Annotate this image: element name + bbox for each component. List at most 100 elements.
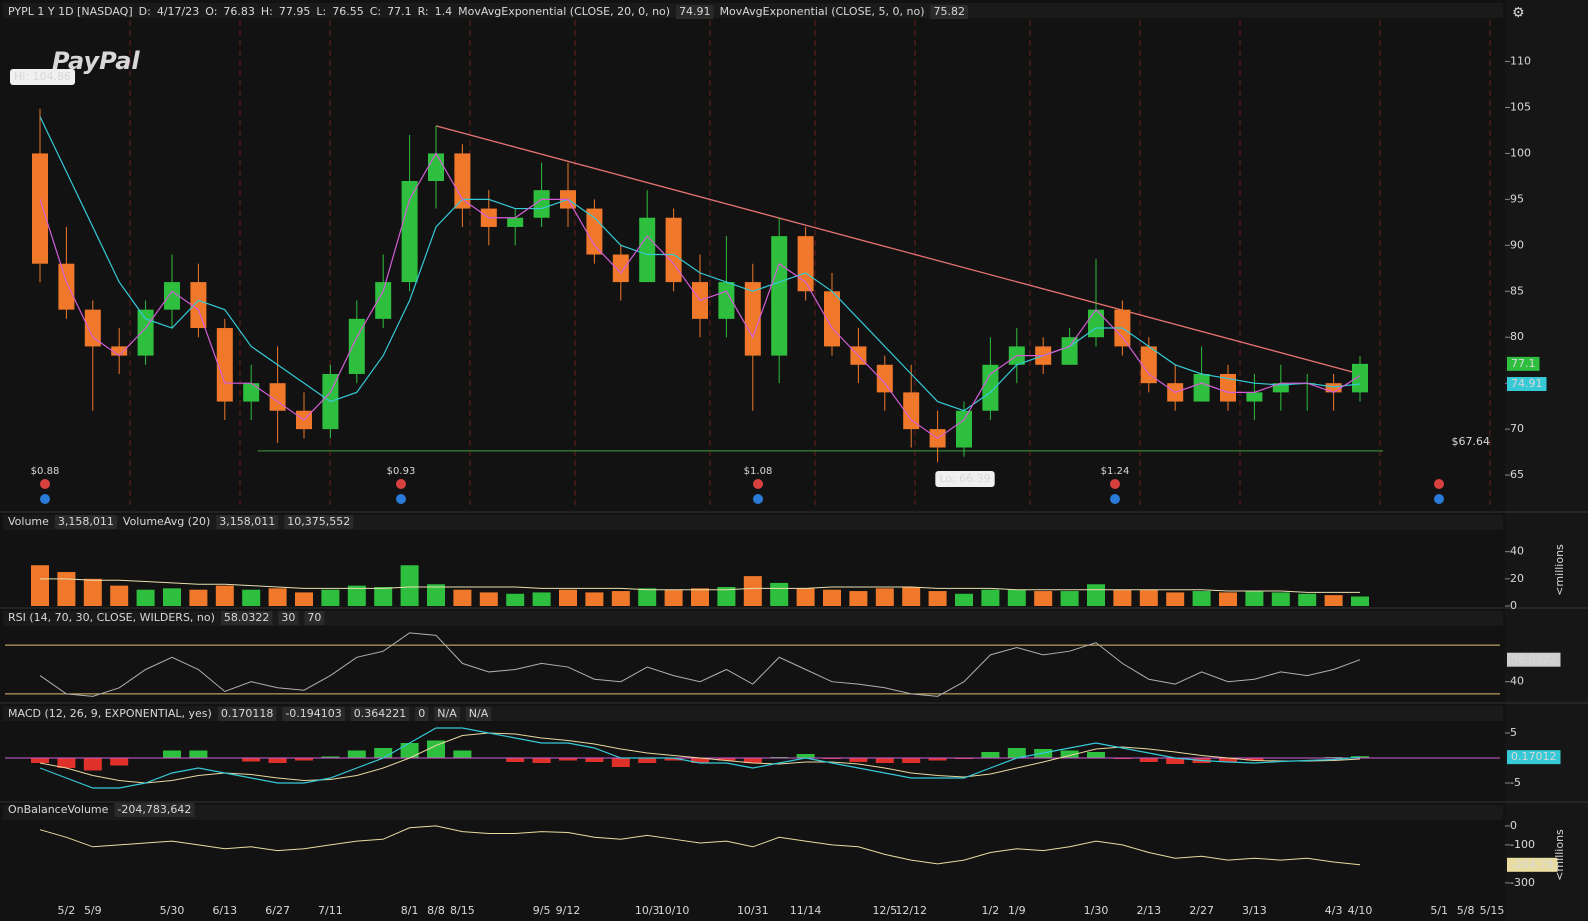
macd-histogram-bar — [691, 758, 709, 763]
macd-histogram-bar — [796, 754, 815, 758]
x-tick-label: 5/8 — [1457, 904, 1475, 917]
volume-bar — [1034, 591, 1053, 606]
earnings-icon — [1434, 494, 1444, 504]
candle-body — [1140, 346, 1157, 384]
x-tick-label: 3/13 — [1242, 904, 1267, 917]
macd-histogram-bar — [189, 750, 208, 758]
candle-body — [507, 217, 524, 227]
volume-bar — [770, 582, 789, 606]
x-tick-label: 6/27 — [265, 904, 290, 917]
price-box-label: 74.91 — [1511, 377, 1543, 390]
x-tick-label: 1/2 — [982, 904, 1000, 917]
y-tick-label: 40 — [1510, 675, 1524, 688]
macd-histogram-bar — [1139, 758, 1158, 762]
x-tick-label: 6/13 — [212, 904, 237, 917]
header-value-box — [216, 515, 279, 529]
candle-body — [533, 190, 550, 218]
macd-histogram-bar — [928, 758, 947, 761]
macd-histogram-bar — [374, 748, 393, 758]
header-value-box — [930, 5, 968, 19]
ema-line — [39, 152, 1361, 440]
volume-bar — [1087, 584, 1105, 606]
candle-body — [982, 364, 999, 411]
x-tick-label: 5/9 — [84, 904, 102, 917]
candle-body — [718, 282, 735, 319]
candle-body — [903, 392, 920, 430]
header-value-box — [350, 707, 410, 721]
price-box-label: 0.17012 — [1511, 750, 1557, 763]
x-tick-label: 5/1 — [1430, 904, 1448, 917]
price-box — [1507, 750, 1561, 765]
header-text: VolumeAvg (20) — [123, 515, 210, 528]
macd-histogram-bar — [1087, 752, 1105, 758]
candle-body — [1272, 383, 1289, 393]
x-tick-label: 9/5 — [533, 904, 551, 917]
header-text: MACD (12, 26, 9, EXPONENTIAL, yes) — [8, 707, 212, 720]
settings-icon[interactable]: ⚙ — [1512, 5, 1525, 21]
header-text: L: — [316, 5, 326, 18]
volume-bar — [189, 589, 208, 606]
candle-body — [164, 282, 180, 310]
candle-body — [586, 208, 603, 255]
volume-bar — [1113, 589, 1132, 606]
y-tick-label: 5 — [1510, 726, 1517, 739]
header-text: 3,158,011 — [219, 515, 275, 528]
callout-box — [10, 69, 76, 85]
y-tick-label: 85 — [1510, 284, 1524, 297]
macd-histogram-bar — [321, 756, 340, 758]
macd-histogram-bar — [83, 758, 102, 771]
volume-bar — [83, 578, 102, 606]
candle-body — [1088, 309, 1104, 338]
x-tick-label: 10/31 — [737, 904, 769, 917]
candle-body — [1220, 373, 1236, 402]
volume-bar — [585, 592, 604, 606]
y-tick-label: 65 — [1510, 468, 1524, 481]
volume-bar — [1192, 591, 1211, 606]
candle-body — [137, 309, 154, 356]
header-value-box — [114, 803, 195, 817]
macd-histogram-bar — [559, 758, 577, 761]
y-tick-label: 100 — [1510, 146, 1531, 159]
macd-histogram-bar — [268, 758, 287, 763]
header-value-box — [465, 707, 492, 721]
volume-bar — [1298, 593, 1317, 606]
header-text: 10,375,552 — [287, 515, 350, 528]
values-line — [39, 632, 1361, 697]
candle-body — [84, 309, 101, 347]
volume-bar — [110, 585, 129, 606]
values-line — [39, 825, 1361, 866]
macd-histogram-bar — [347, 750, 366, 758]
volume-bar — [163, 588, 181, 606]
header-value-box — [278, 611, 299, 625]
header-value-box — [676, 5, 714, 19]
price-box-label: 58.0322 — [1511, 653, 1557, 666]
x-tick-label: 2/13 — [1136, 904, 1161, 917]
x-tick-label: 10/3 — [635, 904, 660, 917]
earnings-icon — [40, 494, 50, 504]
panel-header-bar — [3, 515, 1503, 530]
volume-bar — [1166, 592, 1185, 606]
x-tick-label: 12/5 — [872, 904, 897, 917]
y-tick-label: -300 — [1510, 876, 1535, 889]
macd-histogram-bar — [31, 758, 49, 763]
macd-histogram-bar — [743, 758, 762, 763]
candle-body — [665, 217, 682, 283]
macd-histogram-bar — [163, 750, 181, 758]
header-text: -0.194103 — [285, 707, 341, 720]
candle-body — [190, 282, 207, 329]
y-tick-label: 0 — [1510, 819, 1517, 832]
x-tick-label: 10/10 — [658, 904, 690, 917]
dividend-icon — [1434, 479, 1444, 489]
volume-bar — [1219, 592, 1237, 606]
earnings-icon — [396, 494, 406, 504]
dividend-icon — [753, 479, 763, 489]
header-text: PYPL 1 Y 1D [NASDAQ] — [8, 5, 133, 18]
price-axis-strip — [1505, 0, 1588, 921]
header-text: 76.83 — [223, 5, 255, 18]
volume-bar — [1060, 591, 1079, 606]
signal-line — [39, 732, 1361, 784]
x-tick-label: 1/9 — [1008, 904, 1026, 917]
candle-body — [375, 282, 392, 319]
volume-bar — [955, 593, 973, 606]
